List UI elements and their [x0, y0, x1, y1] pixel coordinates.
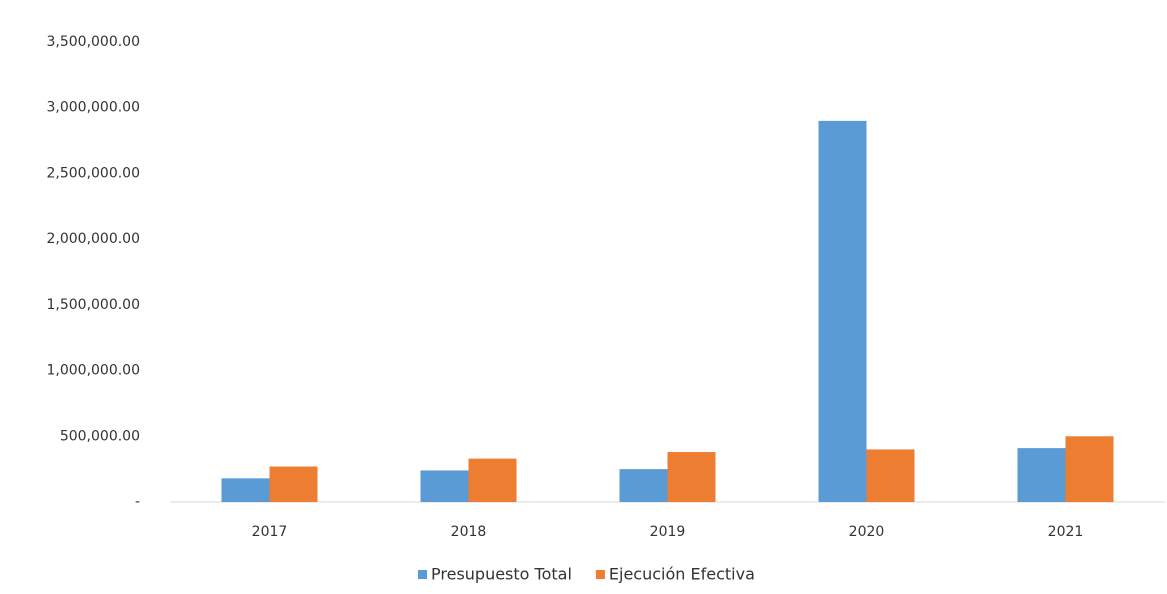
bar — [420, 470, 469, 502]
x-tick-label: 2018 — [451, 524, 487, 540]
x-tick-label: 2017 — [252, 524, 288, 540]
y-tick-label: 2,500,000.00 — [46, 165, 140, 181]
y-tick-label: 2,000,000.00 — [46, 231, 140, 247]
bar — [818, 120, 867, 502]
bar — [269, 466, 318, 502]
y-tick-label: 1,500,000.00 — [46, 297, 140, 313]
bar — [619, 469, 668, 502]
legend-label: Presupuesto Total — [431, 565, 572, 584]
x-tick-label: 2020 — [849, 524, 885, 540]
y-tick-label: 500,000.00 — [60, 428, 140, 444]
bar — [1017, 448, 1066, 502]
y-tick-label: 3,000,000.00 — [46, 100, 140, 116]
y-tick-label: 1,000,000.00 — [46, 363, 140, 379]
legend-label: Ejecución Efectiva — [609, 565, 755, 584]
bar — [468, 458, 517, 502]
bar — [667, 452, 716, 502]
bar — [1065, 436, 1114, 502]
y-tick-label: - — [135, 494, 140, 510]
legend-swatch — [595, 570, 605, 579]
x-tick-label: 2019 — [650, 524, 686, 540]
y-tick-label: 3,500,000.00 — [46, 34, 140, 50]
x-tick-label: 2021 — [1048, 524, 1084, 540]
bar — [221, 478, 270, 502]
bar — [866, 449, 915, 502]
legend-swatch — [418, 570, 427, 579]
